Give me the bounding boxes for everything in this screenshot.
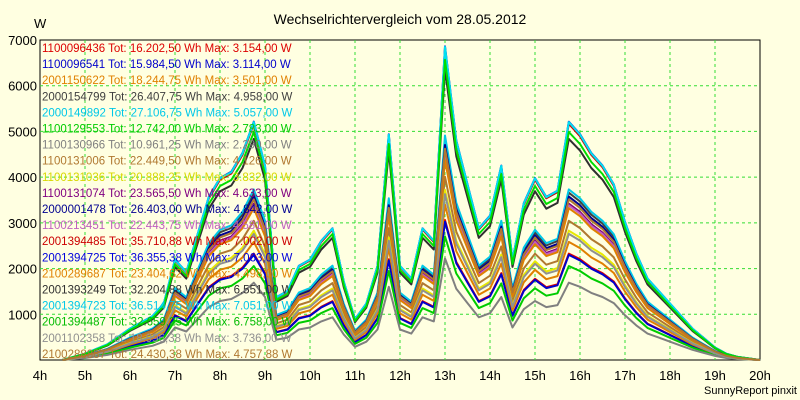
legend-entry: 2000149892 Tot: 27.106,75 Wh Max: 5.057,… <box>42 107 293 119</box>
series-line-2001102358 <box>62 193 761 361</box>
legend-entry: 2001150622 Tot: 18.244,75 Wh Max: 3.501,… <box>42 75 292 87</box>
x-tick-label: 16h <box>569 368 591 383</box>
x-tick-label: 12h <box>389 368 411 383</box>
x-tick-label: 10h <box>299 368 321 383</box>
series-line-2001394723 <box>62 45 761 361</box>
legend-entry: 2001394725 Tot: 36.355,38 Wh Max: 7.063,… <box>42 252 293 264</box>
series-line-2100288887 <box>62 147 761 361</box>
legend-entry: 2100288887 Tot: 24.430,38 Wh Max: 4.757,… <box>42 349 293 361</box>
legend-entry: 1100213451 Tot: 22.443,75 Wh Max: 4.581,… <box>42 220 292 232</box>
legend-entry: 2000154799 Tot: 26.407,75 Wh Max: 4.958,… <box>42 91 293 103</box>
x-tick-label: 14h <box>479 368 501 383</box>
legend-entry: 1100131036 Tot: 20.888,25 Wh Max: 3.832,… <box>42 172 292 184</box>
chart-title: Wechselrichtervergleich vom 28.05.2012 <box>274 11 527 27</box>
legend-entry: 1100131006 Tot: 22.449,50 Wh Max: 4.126,… <box>42 156 292 168</box>
x-tick-label: 9h <box>258 368 272 383</box>
legend-entry: 2001394723 Tot: 36.514,75 Wh Max: 7.051,… <box>42 301 293 313</box>
y-tick-label: 6000 <box>8 79 37 94</box>
x-tick-label: 6h <box>123 368 137 383</box>
y-tick-label: 5000 <box>8 124 37 139</box>
series-line-1100096541 <box>62 220 761 361</box>
x-tick-label: 5h <box>78 368 92 383</box>
y-tick-label: 3000 <box>8 216 37 231</box>
series-line-2001393249 <box>62 68 761 361</box>
y-tick-label: 4000 <box>8 170 37 185</box>
x-tick-label: 15h <box>524 368 546 383</box>
legend-entry: 1100130966 Tot: 10.961,25 Wh Max: 2.290,… <box>42 140 292 152</box>
legend-entry: 1100096436 Tot: 16.202,50 Wh Max: 3.154,… <box>42 43 292 55</box>
series-line-2001150622 <box>62 203 761 361</box>
y-tick-label: 2000 <box>8 262 37 277</box>
series-line-2001394487 <box>62 58 761 361</box>
series-line-1100130966 <box>62 257 761 361</box>
series-line-2000149892 <box>62 134 761 361</box>
y-tick-label: 7000 <box>8 33 37 48</box>
legend-entry: 2001393249 Tot: 32.204,88 Wh Max: 6.551,… <box>42 285 293 297</box>
legend-entry: 1100129553 Tot: 12.742,00 Wh Max: 2.783,… <box>42 124 292 136</box>
legend: 1100096436 Tot: 16.202,50 Wh Max: 3.154,… <box>42 43 293 361</box>
x-tick-label: 20h <box>749 368 771 383</box>
series-line-1100131006 <box>62 175 761 361</box>
legend-entry: 2001102358 Tot: 18.996,38 Wh Max: 3.736,… <box>42 333 292 345</box>
legend-entry: 1100096541 Tot: 15.984,50 Wh Max: 3.114,… <box>42 59 291 71</box>
x-tick-label: 18h <box>659 368 681 383</box>
x-tick-label: 17h <box>614 368 636 383</box>
footer-credit: SunnyReport pinxit <box>704 385 797 397</box>
legend-entry: 2001394485 Tot: 35.710,88 Wh Max: 7.002,… <box>42 236 293 248</box>
series-line-2100289687 <box>62 159 761 361</box>
x-tick-label: 8h <box>213 368 227 383</box>
x-tick-label: 4h <box>33 368 47 383</box>
series-lines <box>62 45 761 361</box>
legend-entry: 1100131074 Tot: 23.565,50 Wh Max: 4.633,… <box>42 188 292 200</box>
x-tick-label: 13h <box>434 368 456 383</box>
x-tick-label: 11h <box>345 368 366 383</box>
y-tick-label: 1000 <box>8 307 37 322</box>
axes: 4h 5h 6h 7h 8h 9h 10h 11h 12h 13h 14h 15h 16h 17h 18h 1… <box>8 33 771 383</box>
legend-entry: 2000001478 Tot: 26.403,00 Wh Max: 4.842,… <box>42 204 293 216</box>
legend-entry: 2100289687 Tot: 23.404,62 Wh Max: 4.498,… <box>42 268 293 280</box>
x-tick-label: 19h <box>704 368 726 383</box>
x-tick-label: 7h <box>168 368 182 383</box>
series-line-1100129553 <box>62 235 761 361</box>
legend-entry: 2001394487 Tot: 32.659,25 Wh Max: 6.758,… <box>42 317 293 329</box>
y-axis-label: W <box>34 16 47 31</box>
